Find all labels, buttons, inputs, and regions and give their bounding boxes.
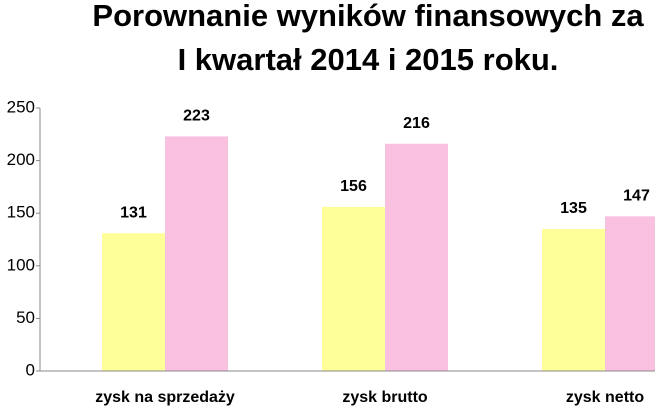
- bar: [605, 216, 655, 371]
- y-tick-label: 150: [7, 203, 35, 222]
- x-tick-label: zysk netto: [566, 389, 644, 406]
- y-tick-label: 50: [16, 308, 35, 327]
- y-tick-label: 100: [7, 255, 35, 274]
- y-tick-label: 0: [26, 360, 35, 379]
- data-label: 216: [403, 115, 430, 132]
- y-tick-label: 200: [7, 150, 35, 169]
- data-label: 131: [120, 204, 147, 221]
- bar: [102, 233, 165, 371]
- chart-title: I kwartał 2014 i 2015 roku.: [178, 42, 559, 77]
- x-tick-label: zysk brutto: [342, 389, 428, 406]
- x-tick-label: zysk na sprzedaży: [95, 389, 235, 406]
- data-label: 156: [340, 178, 367, 195]
- bar: [542, 228, 605, 371]
- y-tick-label: 250: [7, 97, 35, 116]
- bar: [165, 136, 228, 371]
- data-label: 135: [560, 200, 587, 217]
- chart-title: Porownanie wyników finansowych za: [92, 0, 644, 33]
- data-label: 223: [183, 108, 210, 125]
- data-label: 147: [623, 188, 650, 205]
- bar: [385, 143, 448, 371]
- bar: [322, 206, 385, 371]
